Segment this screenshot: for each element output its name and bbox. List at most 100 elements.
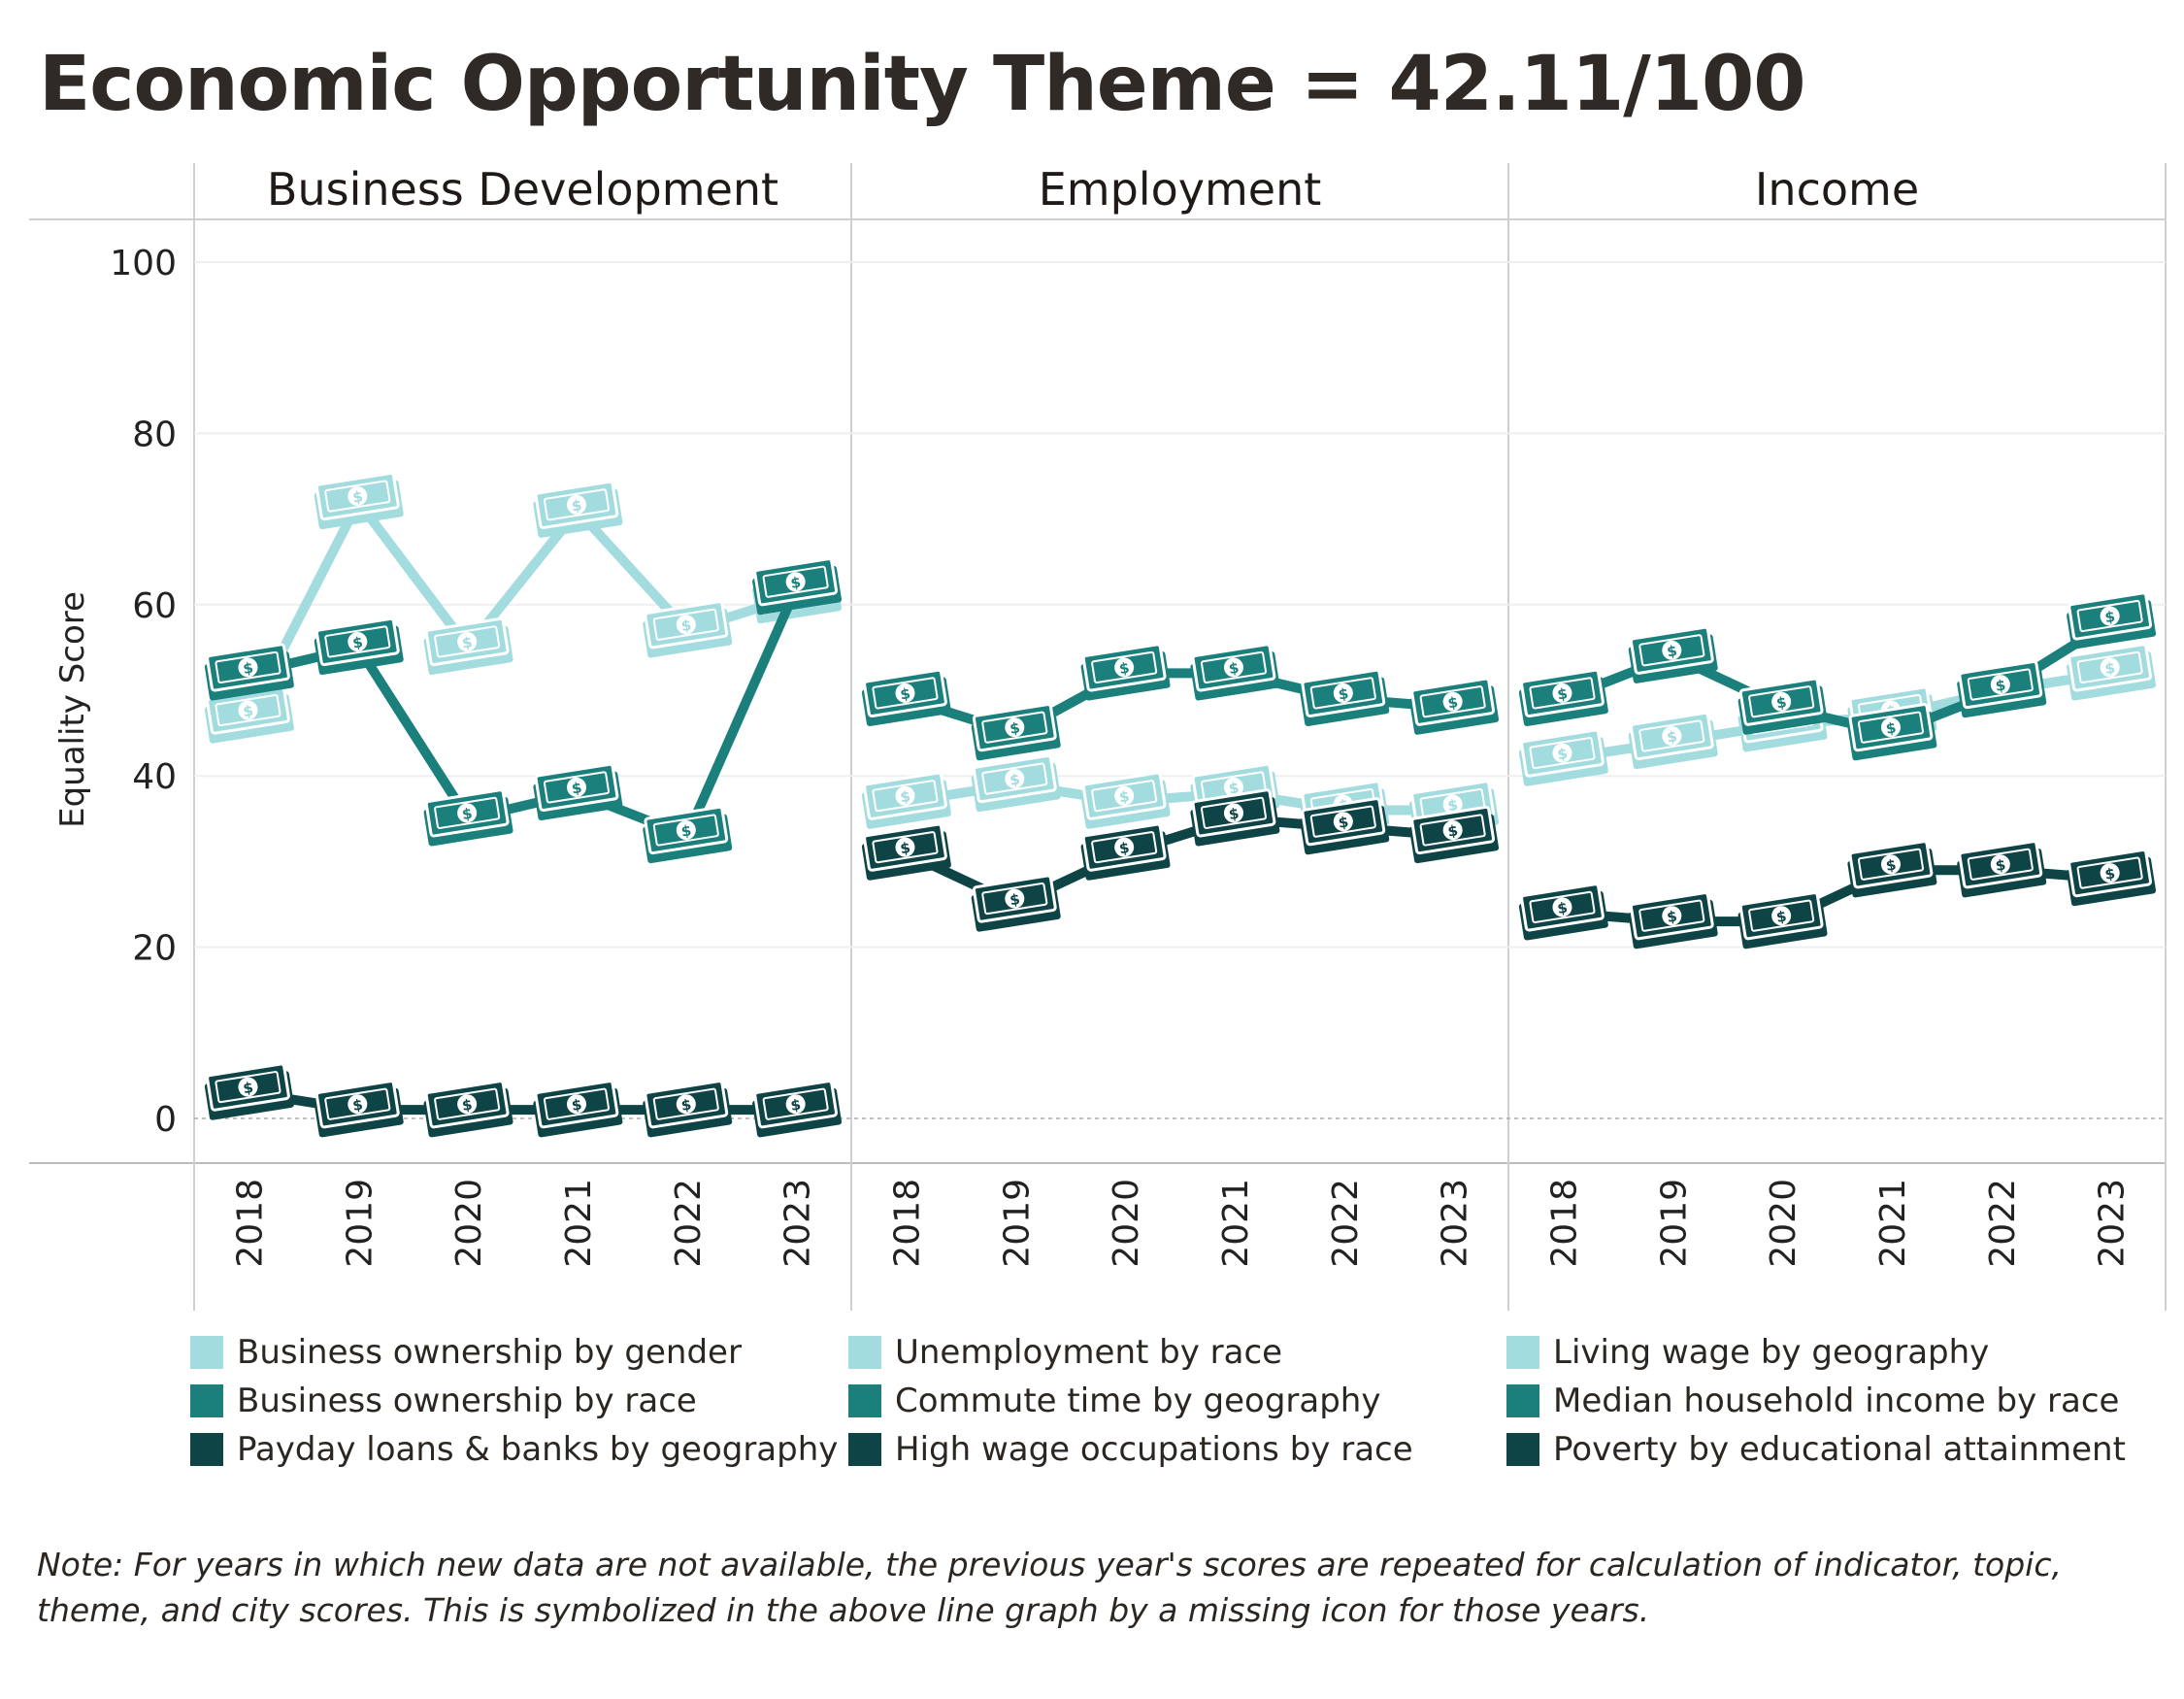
svg-text:$: $ (899, 787, 911, 806)
svg-text:$: $ (351, 633, 364, 651)
legend-swatch (190, 1384, 223, 1417)
svg-text:$: $ (1118, 659, 1131, 678)
x-tick-label: 2019 (997, 1179, 1037, 1268)
money-icon: $ (204, 685, 294, 744)
legend-label: High wage occupations by race (895, 1430, 1413, 1469)
x-tick-label: 2022 (669, 1179, 709, 1268)
x-tick-label: 2023 (1436, 1179, 1475, 1268)
y-tick-label: 60 (132, 586, 177, 626)
svg-text:$: $ (571, 496, 583, 515)
chart: $ $ $ $ $ $ $ $ $ $ $ $ $ $ $ $ $ $ $ $ $ $ $ $ $ $ $ $ $ $ $ $ $ $ $ $ $ $ $ $… (29, 163, 2167, 1311)
svg-text:$: $ (1009, 718, 1021, 737)
legend-label: Poverty by educational attainment (1553, 1430, 2126, 1469)
money-icon: $ (1300, 668, 1390, 726)
legend-label: Median household income by race (1553, 1382, 2120, 1420)
money-icon: $ (1628, 891, 1718, 949)
svg-text:$: $ (1994, 856, 2006, 875)
svg-text:$: $ (2103, 864, 2116, 883)
legend-label: Unemployment by race (895, 1333, 1283, 1372)
svg-text:$: $ (571, 779, 583, 797)
legend-label: Commute time by geography (895, 1382, 1381, 1420)
legend-item: Poverty by educational attainment (1506, 1425, 2126, 1474)
money-icon: $ (861, 822, 951, 881)
money-icon: $ (1628, 711, 1718, 770)
svg-text:$: $ (1446, 693, 1459, 712)
svg-text:$: $ (461, 633, 474, 651)
money-icon: $ (2067, 591, 2157, 650)
chart-grid (29, 163, 2167, 1311)
svg-text:$: $ (1885, 856, 1898, 875)
money-icon: $ (1737, 891, 1828, 949)
money-icon: $ (1409, 805, 1500, 864)
y-tick-label: 20 (132, 929, 177, 969)
y-tick-label: 80 (132, 415, 177, 454)
money-icon: $ (204, 1062, 294, 1120)
legend-swatch (848, 1433, 881, 1466)
x-tick-label: 2021 (1873, 1179, 1913, 1268)
x-tick-label: 2019 (1654, 1179, 1694, 1268)
x-tick-label: 2020 (449, 1179, 489, 1268)
legend-item: Payday loans & banks by geography (190, 1425, 838, 1474)
money-icon: $ (861, 771, 951, 829)
money-icon: $ (1300, 797, 1390, 855)
money-icon: $ (1080, 643, 1171, 701)
svg-text:$: $ (1556, 899, 1569, 917)
money-icon: $ (971, 874, 1061, 932)
footnote: Note: For years in which new data are no… (37, 1546, 2062, 1629)
x-tick-label: 2018 (230, 1179, 270, 1268)
legend-label: Living wage by geography (1553, 1333, 1990, 1372)
y-tick-label: 40 (132, 757, 177, 797)
svg-text:$: $ (2103, 659, 2116, 678)
y-tick-label: 100 (110, 244, 177, 283)
svg-text:$: $ (1666, 907, 1678, 925)
legend-swatch (190, 1336, 223, 1369)
money-icon: $ (1628, 625, 1718, 683)
legend-label: Payday loans & banks by geography (237, 1430, 839, 1469)
svg-text:$: $ (1009, 770, 1021, 788)
money-icon: $ (314, 616, 404, 676)
svg-text:$: $ (1228, 805, 1241, 823)
svg-text:$: $ (1337, 813, 1349, 831)
svg-text:$: $ (1556, 684, 1569, 703)
svg-text:$: $ (1228, 659, 1241, 678)
legend-item: High wage occupations by race (848, 1425, 1413, 1474)
svg-text:$: $ (789, 1096, 802, 1115)
legend-swatch (1506, 1336, 1539, 1369)
chart-text: 0 20 40 60 80 100 Equality Score Business Devel… (53, 163, 2133, 1268)
svg-text:$: $ (1009, 890, 1021, 909)
money-icon: $ (533, 762, 623, 821)
legend-swatch (1506, 1384, 1539, 1417)
x-tick-label: 2021 (559, 1179, 599, 1268)
money-icon: $ (314, 1080, 404, 1138)
money-icon: $ (1737, 677, 1828, 735)
legend-item: Business ownership by gender (190, 1328, 838, 1377)
money-icon: $ (204, 643, 294, 701)
svg-text:$: $ (1446, 796, 1459, 815)
svg-text:$: $ (351, 487, 364, 506)
legend-label: Business ownership by gender (237, 1333, 742, 1372)
money-icon: $ (1080, 771, 1171, 829)
svg-text:$: $ (899, 684, 911, 703)
money-icon: $ (861, 668, 951, 726)
svg-text:$: $ (242, 1079, 254, 1097)
legend-item: Commute time by geography (848, 1377, 1413, 1425)
legend-swatch (1506, 1433, 1539, 1466)
money-icon: $ (1518, 668, 1608, 726)
x-tick-label: 2021 (1216, 1179, 1256, 1268)
money-icon: $ (752, 1080, 843, 1138)
svg-text:$: $ (899, 839, 911, 857)
svg-text:$: $ (789, 574, 802, 592)
money-icon: $ (423, 788, 513, 847)
svg-text:$: $ (679, 1096, 692, 1115)
svg-text:$: $ (242, 702, 254, 720)
x-tick-label: 2018 (1544, 1179, 1584, 1268)
svg-text:$: $ (1337, 684, 1349, 703)
svg-text:$: $ (461, 1096, 474, 1115)
svg-text:$: $ (571, 1096, 583, 1115)
panel-title-employment: Employment (1039, 163, 1322, 216)
money-icon: $ (1409, 677, 1500, 735)
money-icon: $ (752, 557, 843, 616)
money-icon: $ (971, 703, 1061, 761)
x-tick-label: 2020 (1764, 1179, 1803, 1268)
legend-swatch (848, 1384, 881, 1417)
